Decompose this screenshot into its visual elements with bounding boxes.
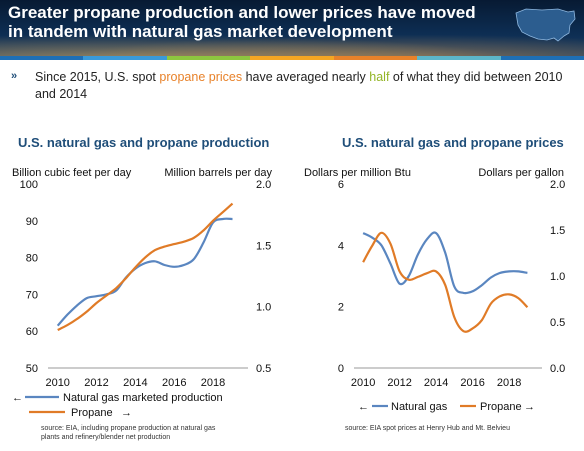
y-tick-right-3: 1.5	[550, 225, 565, 237]
us-map-icon	[515, 8, 576, 42]
y-tick-left-4: 90	[26, 216, 38, 228]
y-tick-left-1: 60	[26, 326, 38, 338]
bullet-part3: of what they did between 2010 and 2014	[35, 70, 563, 101]
legend-arrow-0: ←	[12, 392, 23, 404]
y-tick-right-2: 1.0	[550, 271, 565, 283]
y-tick-right-0: 0.5	[256, 363, 271, 375]
y-tick-left-3: 80	[26, 253, 38, 265]
page-title: Greater propane production and lower pri…	[8, 3, 476, 41]
prices-chart: U.S. natural gas and propane prices Dolla…	[304, 135, 565, 432]
city-lights	[0, 30, 584, 60]
source-note: source: EIA spot prices at Henry Hub and…	[345, 425, 510, 432]
x-tick-1: 2012	[387, 377, 411, 389]
source-note: source: EIA, including propane productio…	[41, 425, 216, 441]
y-tick-left-2: 70	[26, 289, 38, 301]
chart-title: U.S. natural gas and propane production	[18, 135, 269, 150]
legend-arrow-1: →	[524, 401, 535, 413]
legend-label-1: Propane	[480, 401, 522, 413]
chart-title: U.S. natural gas and propane prices	[342, 135, 564, 150]
x-tick-3: 2016	[460, 377, 484, 389]
color-stripe	[0, 56, 584, 60]
stripe-4	[333, 56, 418, 60]
legend-label-1: Propane	[71, 407, 113, 419]
source-line-0: source: EIA spot prices at Henry Hub and…	[345, 425, 510, 432]
y-tick-left-2: 4	[338, 240, 344, 252]
y-axis-label-right: Dollars per gallon	[478, 167, 564, 179]
y-tick-right-0: 0.0	[550, 363, 565, 375]
bullet-highlight-propane: propane prices	[159, 70, 243, 84]
source-line-1: plants and refinery/blender net producti…	[41, 434, 170, 441]
x-tick-2: 2014	[424, 377, 448, 389]
series-line-1	[362, 231, 529, 333]
y-tick-left-0: 0	[338, 363, 344, 375]
stripe-2	[166, 56, 251, 60]
x-tick-4: 2018	[201, 377, 225, 389]
series-line-0	[362, 231, 528, 295]
y-tick-left-5: 100	[20, 179, 38, 191]
x-tick-2: 2014	[123, 377, 147, 389]
production-chart: U.S. natural gas and propane production B…	[12, 135, 272, 441]
y-tick-left-3: 6	[338, 179, 344, 191]
y-axis-label-left: Dollars per million Btu	[304, 167, 411, 179]
stripe-0	[0, 56, 84, 60]
bullet-part2: have averaged nearly	[242, 70, 370, 84]
x-tick-4: 2018	[497, 377, 521, 389]
legend-arrow-0: ←	[358, 401, 369, 413]
x-tick-1: 2012	[84, 377, 108, 389]
stripe-6	[500, 56, 584, 60]
legend-label-0: Natural gas	[391, 401, 448, 413]
source-line-0: source: EIA, including propane productio…	[41, 425, 216, 432]
bullet-part1: Since 2015, U.S. spot	[35, 70, 160, 84]
stripe-3	[250, 56, 334, 60]
header-banner: Greater propane production and lower pri…	[0, 0, 584, 60]
y-axis-label-left: Billion cubic feet per day	[12, 167, 132, 179]
x-tick-0: 2010	[45, 377, 69, 389]
y-tick-left-1: 2	[338, 302, 344, 314]
y-tick-right-3: 2.0	[256, 179, 271, 191]
y-tick-right-1: 1.0	[256, 302, 271, 314]
legend-label-0: Natural gas marketed production	[63, 392, 223, 404]
x-tick-3: 2016	[162, 377, 186, 389]
series-line-1	[57, 202, 234, 331]
x-tick-0: 2010	[351, 377, 375, 389]
bullet-text: Since 2015, U.S. spot propane prices hav…	[35, 69, 565, 103]
stripe-5	[417, 56, 501, 60]
y-tick-left-0: 50	[26, 363, 38, 375]
bullet-highlight-half: half	[369, 70, 390, 84]
y-tick-right-4: 2.0	[550, 179, 565, 191]
legend-arrow-1: →	[121, 407, 132, 419]
chevron-right-icon: »	[11, 70, 18, 82]
stripe-1	[83, 56, 167, 60]
y-axis-label-right: Million barrels per day	[164, 167, 272, 179]
y-tick-right-2: 1.5	[256, 240, 271, 252]
y-tick-right-1: 0.5	[550, 317, 565, 329]
series-line-0	[56, 217, 233, 327]
